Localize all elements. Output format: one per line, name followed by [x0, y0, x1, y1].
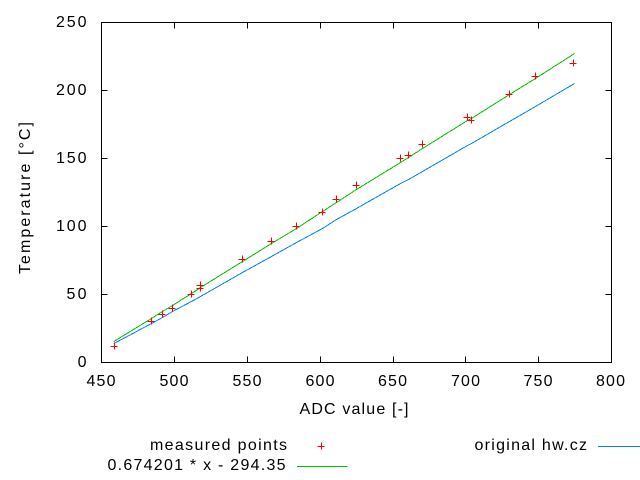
svg-text:550: 550 [233, 373, 262, 390]
svg-text:200: 200 [56, 82, 87, 99]
svg-text:250: 250 [56, 14, 87, 31]
svg-text:600: 600 [306, 373, 335, 390]
svg-text:Temperature [°C]: Temperature [°C] [17, 122, 34, 274]
svg-text:700: 700 [451, 373, 480, 390]
svg-text:750: 750 [524, 373, 553, 390]
svg-text:original hw.cz: original hw.cz [475, 437, 588, 454]
svg-text:0.674201 * x - 294.35: 0.674201 * x - 294.35 [108, 457, 286, 474]
svg-text:0: 0 [78, 354, 87, 371]
svg-text:450: 450 [87, 373, 116, 390]
svg-text:650: 650 [378, 373, 407, 390]
svg-text:500: 500 [160, 373, 189, 390]
svg-text:ADC value [-]: ADC value [-] [300, 401, 409, 418]
svg-text:150: 150 [56, 150, 87, 167]
svg-text:100: 100 [56, 218, 87, 235]
svg-text:measured points: measured points [150, 437, 287, 454]
svg-text:800: 800 [596, 373, 625, 390]
